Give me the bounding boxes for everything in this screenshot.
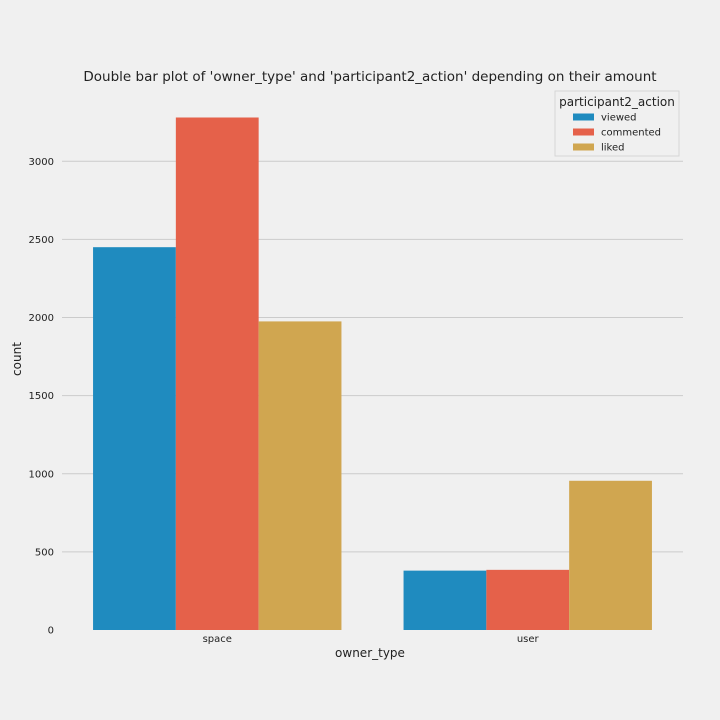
legend-title: participant2_action [559,95,675,109]
bar-space-commented [175,117,259,630]
y-tick-label: 2000 [29,313,54,324]
y-axis-ticks: 0 500 1000 1500 2000 2500 3000 [29,157,54,637]
legend: participant2_action viewed commented liked [554,90,680,157]
bar-space-viewed [93,247,176,630]
y-tick-label: 500 [35,547,54,558]
x-tick-label: user [517,634,540,645]
bar-user-liked [569,480,652,630]
y-tick-label: 0 [48,626,54,637]
bar-user-viewed [403,570,487,630]
y-axis-label: count [10,342,24,376]
bar-user-commented [486,569,570,630]
x-axis-label: owner_type [335,646,405,660]
legend-label-liked: liked [601,143,625,154]
x-axis-ticks: space user [203,634,540,645]
legend-items: viewed commented liked [573,113,661,154]
legend-label-commented: commented [601,128,661,139]
legend-swatch-viewed [573,113,594,121]
chart-title: Double bar plot of 'owner_type' and 'par… [83,69,656,85]
legend-swatch-commented [573,128,594,136]
y-tick-label: 2500 [29,235,54,246]
legend-label-viewed: viewed [601,113,637,124]
legend-swatch-liked [573,143,594,151]
y-tick-label: 3000 [29,157,54,168]
bar-space-liked [258,321,342,630]
y-tick-label: 1500 [29,391,54,402]
x-tick-label: space [203,634,232,645]
bars [93,117,652,630]
y-tick-label: 1000 [29,469,54,480]
